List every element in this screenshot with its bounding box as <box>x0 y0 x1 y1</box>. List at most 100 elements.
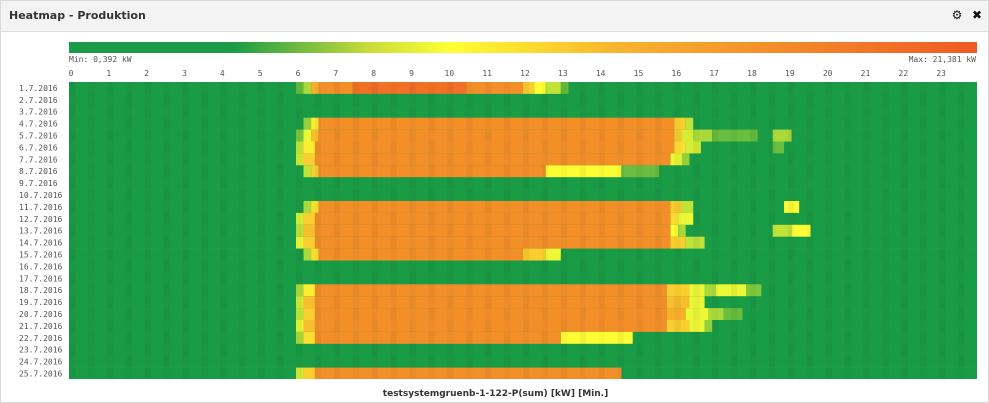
cell-shade <box>523 177 530 190</box>
cell-shade <box>939 308 945 320</box>
cell-shade <box>864 284 870 296</box>
cell-shade <box>145 284 151 296</box>
cell-shade <box>712 105 719 118</box>
cell-shade <box>182 367 189 379</box>
cell-shade <box>693 236 700 249</box>
cell-shade <box>239 201 245 213</box>
cell-shade <box>750 343 757 356</box>
cell-shade <box>69 105 76 118</box>
cell-shade <box>882 260 889 273</box>
gear-icon[interactable]: ⚙ <box>951 8 963 22</box>
cell-shade <box>939 189 945 201</box>
cell-shade <box>523 189 529 201</box>
cell-shade <box>410 261 416 273</box>
cell-shade <box>541 93 549 107</box>
x-tick-label: 18 <box>747 69 757 78</box>
cell-shade <box>712 82 719 95</box>
cell-shade <box>920 153 926 165</box>
heatmap-cell <box>712 129 758 142</box>
cell-shade <box>844 284 851 297</box>
cell-shade <box>806 331 814 345</box>
cell-shade <box>201 355 208 368</box>
cell-shade <box>598 367 605 379</box>
cell-shade <box>598 248 605 261</box>
cell-shade <box>88 82 94 94</box>
cell-shade <box>523 82 530 95</box>
cell-shade <box>542 177 548 189</box>
cell-shade <box>447 177 454 190</box>
cell-shade <box>825 177 832 190</box>
cell-shade <box>674 284 680 296</box>
cell-shade <box>201 320 207 332</box>
heatmap-cell <box>704 284 716 297</box>
cell-shade <box>352 165 360 178</box>
cell-shade <box>239 331 246 345</box>
cell-shade <box>428 296 434 308</box>
heatmap-cell <box>534 82 546 95</box>
cell-shade <box>296 237 302 249</box>
cell-shade <box>655 117 662 130</box>
cell-shade <box>655 236 662 249</box>
cell-shade <box>636 177 643 190</box>
cell-shade <box>182 272 189 285</box>
cell-shade <box>750 332 756 344</box>
cell-shade <box>768 284 776 297</box>
cell-shade <box>183 356 189 368</box>
cell-shade <box>125 212 133 226</box>
cell-shade <box>314 355 322 368</box>
cell-shade <box>769 201 775 213</box>
cell-shade <box>806 189 814 202</box>
cell-shade <box>409 201 416 214</box>
cell-shade <box>807 225 813 237</box>
cell-shade <box>769 225 775 237</box>
heatmap-cell <box>685 236 705 249</box>
cell-shade <box>939 118 945 130</box>
cell-shade <box>125 236 133 249</box>
cell-shade <box>144 367 151 379</box>
cell-shade <box>882 106 888 118</box>
cell-shade <box>447 248 454 261</box>
cell-shade <box>258 224 265 237</box>
cell-shade <box>882 82 888 94</box>
cell-shade <box>88 177 94 189</box>
x-tick-label: 22 <box>899 69 909 78</box>
cell-shade <box>277 320 283 332</box>
cell-shade <box>655 141 662 154</box>
cell-shade <box>372 284 378 296</box>
cell-shade <box>920 344 926 356</box>
cell-shade <box>372 261 378 273</box>
cell-shade <box>504 189 511 202</box>
cell-shade <box>939 177 946 190</box>
cell-shade <box>201 296 207 308</box>
cell-shade <box>636 105 643 118</box>
cell-shade <box>428 93 435 107</box>
cell-shade <box>750 308 756 320</box>
cell-shade <box>353 225 359 237</box>
cell-shade <box>352 284 360 297</box>
heatmap-cell <box>621 165 660 178</box>
cell-shade <box>845 320 851 332</box>
cell-shade <box>447 356 453 368</box>
cell-shade <box>712 332 718 344</box>
cell-shade <box>826 261 832 273</box>
cell-shade <box>788 308 794 320</box>
heatmap-cell <box>318 165 546 178</box>
close-icon[interactable]: ✖ <box>971 8 983 22</box>
cell-shade <box>183 189 189 201</box>
cell-shade <box>277 93 284 107</box>
cell-shade <box>485 308 491 320</box>
cell-shade <box>807 153 813 165</box>
cell-shade <box>296 296 303 309</box>
cell-shade <box>182 153 189 166</box>
cell-shade <box>826 165 832 177</box>
cell-shade <box>769 153 775 165</box>
heatmap-cell <box>296 153 304 166</box>
cell-shade <box>164 272 170 284</box>
cell-shade <box>579 141 587 154</box>
cell-shade <box>447 261 453 273</box>
cell-shade <box>201 130 207 142</box>
cell-shade <box>693 296 699 308</box>
cell-shade <box>125 189 133 202</box>
cell-shade <box>580 368 586 379</box>
cell-shade <box>126 249 132 261</box>
